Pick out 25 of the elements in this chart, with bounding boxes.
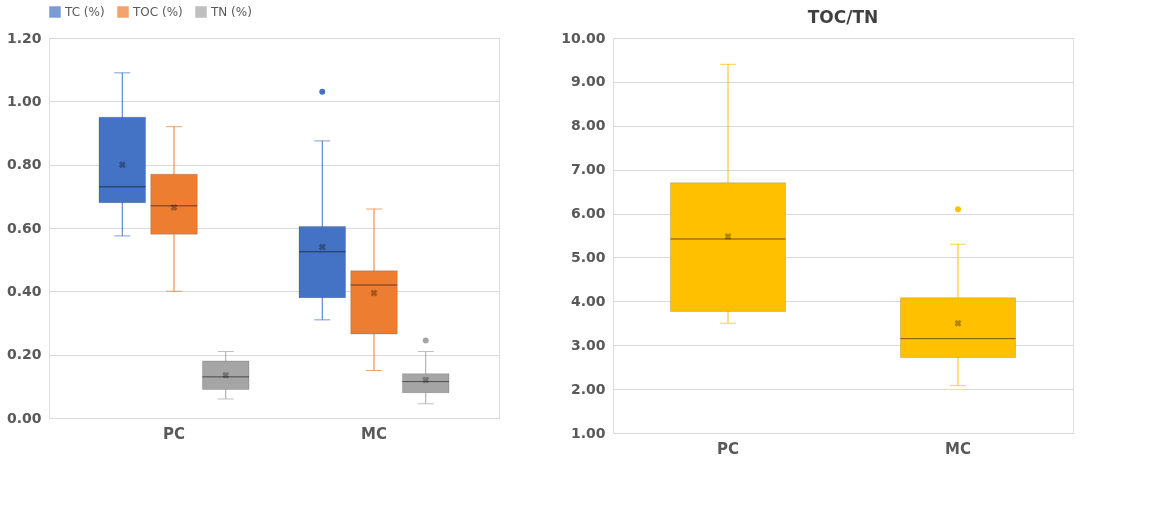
y-tick-label: 1.00 [570,424,606,441]
chart-title: TOC/TN [807,7,879,27]
x-tick-label: MC [361,424,387,443]
legend-label: TN (%) [210,5,252,19]
y-tick-label: 3.00 [570,336,606,353]
legend-label: TC (%) [64,5,105,19]
y-tick-label: 0.60 [6,219,42,236]
y-tick-label: 1.20 [6,29,42,46]
y-tick-label: 7.00 [570,161,606,178]
y-tick-label: 4.00 [570,292,606,309]
y-tick-label: 0.20 [6,346,42,363]
y-tick-label: 10.00 [561,29,606,46]
y-tick-label: 5.00 [570,248,606,265]
y-tick-label: 6.00 [570,205,606,222]
x-tick-label: PC [716,439,740,458]
y-tick-label: 0.00 [6,409,42,426]
y-tick-label: 0.40 [6,282,42,299]
y-tick-label: 2.00 [570,380,606,397]
y-tick-label: 9.00 [570,73,606,90]
y-tick-label: 8.00 [570,117,606,134]
x-tick-label: MC [945,439,971,458]
y-tick-label: 1.00 [6,92,42,109]
legend-label: TOC (%) [132,5,183,19]
y-tick-label: 0.80 [6,156,42,173]
x-tick-label: PC [162,424,186,443]
